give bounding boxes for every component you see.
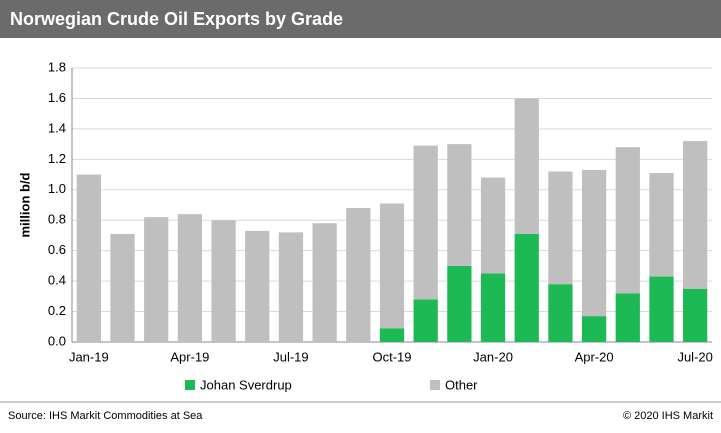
- bar-segment: [76, 174, 101, 342]
- y-tick-label: 1.2: [48, 151, 66, 166]
- bar-segment: [312, 223, 337, 342]
- bar-segment: [480, 273, 506, 342]
- x-tick-label: Jul-20: [677, 349, 712, 364]
- bar-segment: [177, 214, 203, 342]
- bar-segment: [447, 144, 472, 266]
- bar-segment: [615, 147, 640, 294]
- y-axis-label: million b/d: [17, 172, 32, 237]
- y-tick-label: 0.2: [48, 303, 66, 318]
- y-tick-label: 1.0: [48, 181, 66, 196]
- bar-segment: [413, 299, 438, 342]
- chart-title: Norwegian Crude Oil Exports by Grade: [10, 9, 343, 29]
- bar-segment: [548, 284, 573, 342]
- y-tick-label: 1.4: [48, 120, 66, 135]
- y-tick-label: 0.4: [48, 273, 66, 288]
- bar-segment: [581, 316, 607, 342]
- bar-segment: [211, 220, 236, 342]
- bar-segment: [144, 217, 169, 342]
- y-tick-label: 1.6: [48, 90, 66, 105]
- bar-segment: [683, 141, 708, 289]
- x-tick-label: Apr-19: [170, 349, 209, 364]
- title-bar: [0, 0, 721, 38]
- legend-label: Other: [445, 377, 478, 392]
- bar-segment: [245, 230, 270, 342]
- x-tick-label: Jul-19: [273, 349, 308, 364]
- y-tick-label: 0.0: [48, 333, 66, 348]
- bar-segment: [110, 233, 135, 342]
- bar-segment: [346, 208, 371, 342]
- legend-swatch: [430, 380, 440, 390]
- bar-segment: [480, 177, 506, 274]
- x-tick-label: Oct-19: [372, 349, 411, 364]
- legend-swatch: [185, 380, 195, 390]
- bar-segment: [683, 288, 708, 342]
- y-tick-label: 0.6: [48, 242, 66, 257]
- bar-segment: [278, 232, 304, 342]
- bar-segment: [379, 328, 405, 342]
- bar-segment: [581, 169, 607, 317]
- bar-segment: [649, 173, 674, 277]
- bar-segment: [615, 293, 640, 342]
- source: Source: IHS Markit Commodities at Sea: [8, 410, 203, 422]
- bar-segment: [447, 265, 472, 342]
- bar-segment: [649, 276, 674, 342]
- bar-segment: [514, 233, 539, 342]
- y-tick-label: 1.8: [48, 59, 66, 74]
- x-tick-label: Jan-20: [473, 349, 513, 364]
- y-tick-label: 0.8: [48, 212, 66, 227]
- bar-segment: [413, 145, 438, 300]
- copyright: © 2020 IHS Markit: [623, 410, 713, 422]
- bar-segment: [379, 203, 405, 329]
- bar-segment: [514, 98, 539, 234]
- bar-segment: [548, 171, 573, 285]
- legend-label: Johan Sverdrup: [200, 377, 292, 392]
- x-tick-label: Jan-19: [69, 349, 109, 364]
- x-tick-label: Apr-20: [575, 349, 614, 364]
